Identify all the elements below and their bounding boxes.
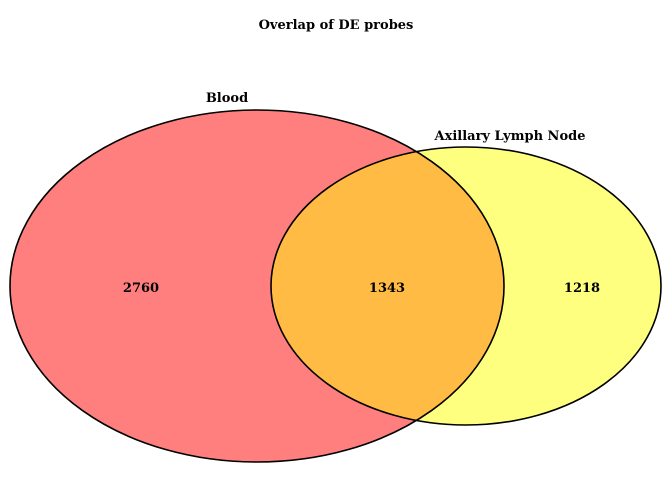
outline-blood <box>9 109 505 463</box>
count-lymph-only: 1218 <box>564 281 600 296</box>
count-blood-only: 2760 <box>123 281 159 296</box>
diagram-title: Overlap of DE probes <box>259 18 414 33</box>
outline-axillary-lymph-node <box>270 146 662 426</box>
set-label-axillary-lymph-node: Axillary Lymph Node <box>434 129 586 144</box>
count-overlap: 1343 <box>369 281 405 296</box>
set-label-blood: Blood <box>206 91 248 106</box>
overlap-region <box>271 147 504 425</box>
